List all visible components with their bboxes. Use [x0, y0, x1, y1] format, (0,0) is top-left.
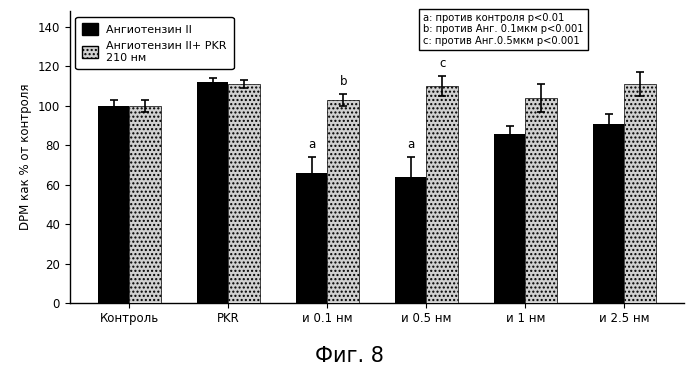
- Bar: [296, 173, 327, 303]
- Legend: Ангиотензин II, Ангиотензин II+ PKR
210 нм: Ангиотензин II, Ангиотензин II+ PKR 210 …: [75, 17, 234, 69]
- Bar: [228, 84, 260, 303]
- Text: a: a: [308, 138, 315, 151]
- Bar: [327, 100, 359, 303]
- Text: b: b: [339, 75, 347, 88]
- Text: a: против контроля p<0.01
b: против Анг. 0.1мкм p<0.001
c: против Анг.0.5мкм p<0: a: против контроля p<0.01 b: против Анг.…: [423, 13, 584, 46]
- Text: Фиг. 8: Фиг. 8: [315, 346, 383, 366]
- Bar: [593, 124, 625, 303]
- Bar: [426, 86, 458, 303]
- Y-axis label: DPM как % от контроля: DPM как % от контроля: [19, 84, 32, 231]
- Bar: [493, 134, 526, 303]
- Bar: [98, 106, 129, 303]
- Text: a: a: [407, 138, 414, 151]
- Bar: [625, 84, 656, 303]
- Bar: [197, 82, 228, 303]
- Bar: [129, 106, 161, 303]
- Bar: [395, 177, 426, 303]
- Text: c: c: [439, 57, 445, 70]
- Bar: [526, 98, 557, 303]
